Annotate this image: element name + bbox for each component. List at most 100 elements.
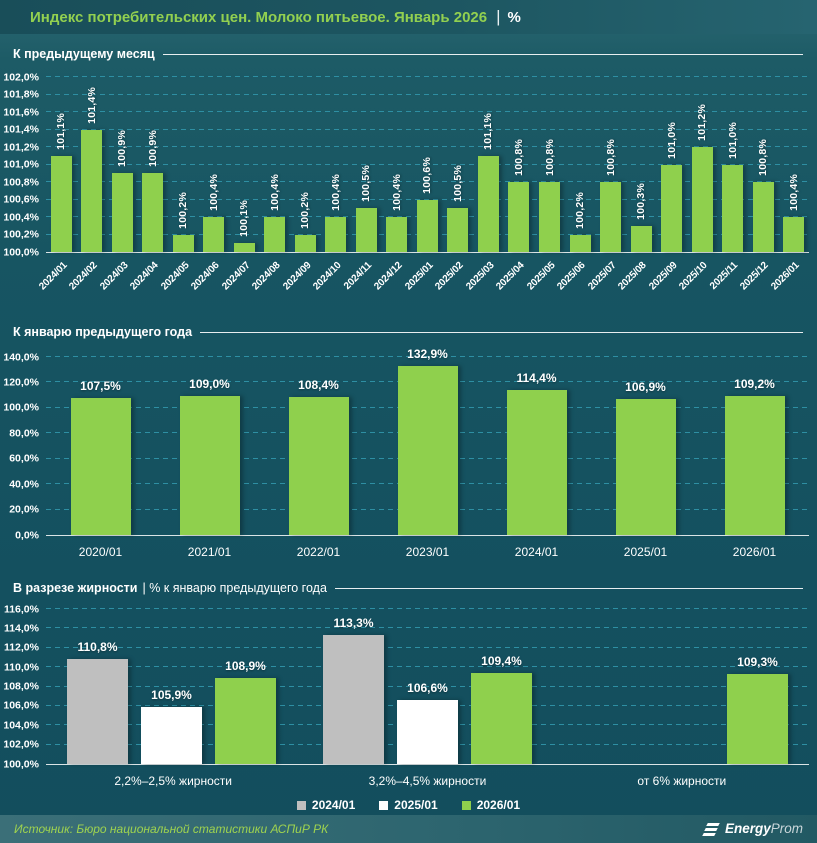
bar-group: 101,4% bbox=[77, 77, 108, 252]
gridline bbox=[46, 356, 809, 357]
gridline bbox=[46, 128, 809, 130]
bar-slot: 100,3% bbox=[626, 77, 657, 252]
bar-group: 100,4% bbox=[199, 77, 230, 252]
bar-value-label: 100,8% bbox=[512, 139, 525, 176]
bar-value-label: 101,4% bbox=[85, 86, 98, 124]
bar bbox=[600, 182, 622, 252]
bar-group: 110,8% 105,9% 108,9% bbox=[67, 609, 276, 764]
x-axis-label: от 6% жирности bbox=[637, 774, 727, 788]
gridline bbox=[46, 608, 809, 609]
bar-slot: 106,9% bbox=[615, 357, 676, 535]
bar-group: 100,4% bbox=[778, 77, 809, 252]
bar-group: 100,9% bbox=[107, 77, 138, 252]
bar bbox=[179, 396, 240, 535]
x-axis-label: 2025/01 bbox=[623, 545, 668, 559]
bar-slot: 100,9% bbox=[138, 77, 169, 252]
bar-value-label: 100,9% bbox=[116, 130, 129, 168]
page-title: Индекс потребительских цен. Молоко питье… bbox=[30, 8, 488, 26]
bar-group: 113,3% 106,6% 109,4% bbox=[323, 609, 532, 764]
bar-slot: 100,1% bbox=[229, 77, 260, 252]
bar-slot: 100,6% bbox=[412, 77, 443, 252]
plot-area: 0,0% 20,0% 40,0% 60,0% 80,0% 100,0% 120,0% 140,… bbox=[3, 348, 809, 540]
bar-slot: 100,8% bbox=[748, 77, 779, 252]
bar-value-label: 105,9% bbox=[151, 687, 192, 702]
bar-slot: 101,2% bbox=[687, 77, 718, 252]
x-axis-label: 3,2%–4,5% жирности bbox=[368, 774, 487, 788]
bar bbox=[264, 217, 286, 252]
chart-yoy-january: 0,0% 20,0% 40,0% 60,0% 80,0% 100,0% 120,0% 140,… bbox=[0, 348, 817, 562]
chart-prev-month: 100,0% 100,2% 100,4% 100,6% 100,8% 101,0% 101,… bbox=[0, 72, 817, 309]
bar bbox=[141, 706, 202, 764]
section-heading-yoy: К январю предыдущего года bbox=[13, 323, 803, 341]
bar-slot: 101,1% bbox=[473, 77, 504, 252]
y-axis-label: 101,4% bbox=[3, 123, 39, 136]
bar bbox=[81, 129, 103, 252]
bar-value-label: 109,3% bbox=[737, 654, 778, 669]
x-axis-label: 2021/01 bbox=[187, 545, 232, 559]
y-axis-label: 110,0% bbox=[3, 660, 39, 673]
bar-slot bbox=[579, 609, 640, 764]
bar-value-label: 100,4% bbox=[268, 174, 281, 211]
gridline bbox=[46, 666, 809, 668]
bars: 110,8% 105,9% 108,9% 113,3% 106,6% 109,4% 109,… bbox=[46, 609, 809, 764]
bar-slot: 100,9% bbox=[107, 77, 138, 252]
bar-slot: 109,2% bbox=[724, 357, 785, 535]
bar-value-label: 100,1% bbox=[238, 200, 251, 238]
bar-group: 100,8% bbox=[504, 77, 535, 252]
bar-value-label: 100,4% bbox=[329, 174, 342, 211]
bar bbox=[727, 673, 788, 764]
gridline bbox=[46, 111, 809, 112]
legend-item: 2026/01 bbox=[461, 798, 520, 812]
legend-label: 2025/01 bbox=[394, 798, 438, 812]
section-title: К предыдущему месяц bbox=[13, 47, 155, 61]
bar-group: 106,9% bbox=[591, 357, 700, 535]
bar bbox=[215, 677, 276, 764]
bar-slot: 100,2% bbox=[168, 77, 199, 252]
x-axis-label: 2026/01 bbox=[732, 545, 777, 559]
title-unit: % bbox=[507, 8, 521, 26]
bar-value-label: 100,8% bbox=[543, 139, 556, 176]
bar bbox=[506, 389, 567, 535]
y-axis-label: 20,0% bbox=[9, 503, 39, 516]
bar-group: 100,4% bbox=[321, 77, 352, 252]
y-axis-label: 100,0% bbox=[3, 401, 39, 414]
y-axis-label: 100,8% bbox=[3, 175, 39, 188]
bar-slot: 101,4% bbox=[77, 77, 108, 252]
bar bbox=[724, 396, 785, 535]
bar-slot: 101,0% bbox=[656, 77, 687, 252]
heading-rule bbox=[200, 331, 803, 333]
bar-group: 101,0% bbox=[656, 77, 687, 252]
bar bbox=[416, 199, 438, 252]
bar bbox=[233, 243, 255, 252]
bar-group: 100,2% bbox=[290, 77, 321, 252]
x-axis-label: 2022/01 bbox=[296, 545, 341, 559]
gridline bbox=[46, 181, 809, 182]
bars: 101,1% 101,4% 100,9% 100,9% 100,2% 100,4% 100,… bbox=[46, 77, 809, 252]
bar-slot: 100,4% bbox=[199, 77, 230, 252]
y-axis-label: 80,0% bbox=[9, 427, 39, 440]
bar-value-label: 100,3% bbox=[634, 182, 647, 220]
bar-group: 109,3% bbox=[579, 609, 788, 764]
bar bbox=[630, 225, 652, 252]
bar bbox=[111, 173, 133, 252]
gridline bbox=[46, 146, 809, 147]
x-axis-cell: 3,2%–4,5% жирности bbox=[300, 765, 554, 791]
heading-rule bbox=[334, 587, 803, 589]
bar bbox=[386, 217, 408, 252]
bar-group: 101,0% bbox=[717, 77, 748, 252]
bar-slot: 109,3% bbox=[727, 609, 788, 764]
bar-slot: 100,8% bbox=[534, 77, 565, 252]
bar bbox=[569, 234, 591, 252]
x-axis-cell: 2025/01 bbox=[591, 536, 700, 562]
bar-slot: 110,8% bbox=[67, 609, 128, 764]
bar-value-label: 110,8% bbox=[77, 640, 118, 655]
bar-slot: 132,9% bbox=[397, 348, 458, 535]
bar-value-label: 109,2% bbox=[734, 377, 775, 392]
bar bbox=[325, 217, 347, 252]
bars: 107,5% 109,0% 108,4% 132,9% 114,4% 106,9% 109,… bbox=[46, 348, 809, 535]
x-axis-cell: 2023/01 bbox=[373, 536, 482, 562]
bar-value-label: 109,4% bbox=[481, 653, 522, 668]
section-subtitle: | % к январю предыдущего года bbox=[142, 581, 327, 595]
bar-value-label: 100,5% bbox=[451, 165, 464, 203]
bar-value-label: 106,6% bbox=[407, 681, 448, 696]
